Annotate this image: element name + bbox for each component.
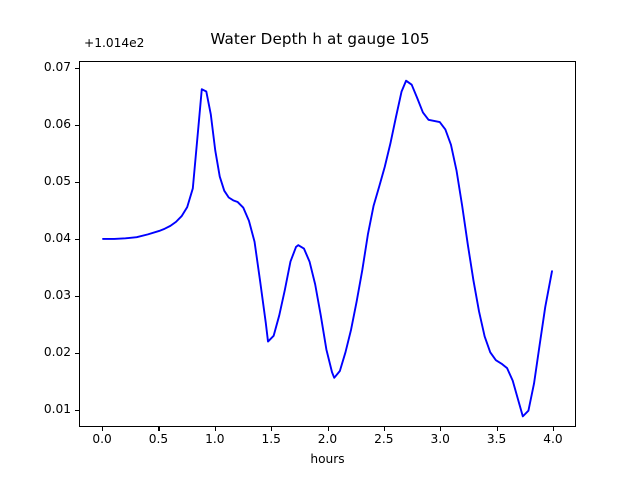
x-axis-label: hours xyxy=(310,452,345,466)
y-tick-label: 0.07 xyxy=(43,59,71,74)
data-line-svg xyxy=(80,62,575,426)
x-tick-label: 0.5 xyxy=(148,432,169,446)
y-tick-label: 0.04 xyxy=(43,230,71,245)
page-title: Water Depth h at gauge 105 xyxy=(210,30,430,48)
x-tick-label: 2.5 xyxy=(374,432,394,446)
y-tick-mark xyxy=(75,409,79,411)
y-tick-mark xyxy=(75,295,79,297)
x-tick-mark xyxy=(383,427,385,431)
y-tick-mark xyxy=(75,352,79,354)
y-tick-mark xyxy=(75,67,79,69)
x-tick-mark xyxy=(496,427,498,431)
x-tick-label: 3.0 xyxy=(430,432,450,446)
data-series-line xyxy=(103,81,552,417)
x-tick-mark xyxy=(214,427,216,431)
x-tick-mark xyxy=(552,427,554,431)
y-tick-mark xyxy=(75,238,79,240)
x-tick-label: 2.0 xyxy=(317,432,338,446)
y-tick-label: 0.02 xyxy=(43,344,71,359)
y-tick-mark xyxy=(75,124,79,126)
x-tick-label: 0.0 xyxy=(92,432,112,446)
y-tick-label: 0.03 xyxy=(43,287,71,302)
y-tick-label: 0.05 xyxy=(43,173,71,188)
plot-area xyxy=(79,61,576,427)
x-tick-mark xyxy=(440,427,442,431)
y-axis-offset-label: +1.014e2 xyxy=(84,36,145,50)
y-tick-label: 0.06 xyxy=(43,116,71,131)
x-tick-mark xyxy=(327,427,329,431)
y-tick-mark xyxy=(75,181,79,183)
x-tick-label: 3.5 xyxy=(486,432,507,446)
x-tick-label: 1.0 xyxy=(205,432,225,446)
x-tick-mark xyxy=(271,427,273,431)
x-tick-mark xyxy=(102,427,104,431)
x-tick-mark xyxy=(158,427,160,431)
y-tick-label: 0.01 xyxy=(43,401,71,416)
x-tick-label: 4.0 xyxy=(543,432,563,446)
x-tick-label: 1.5 xyxy=(261,432,281,446)
